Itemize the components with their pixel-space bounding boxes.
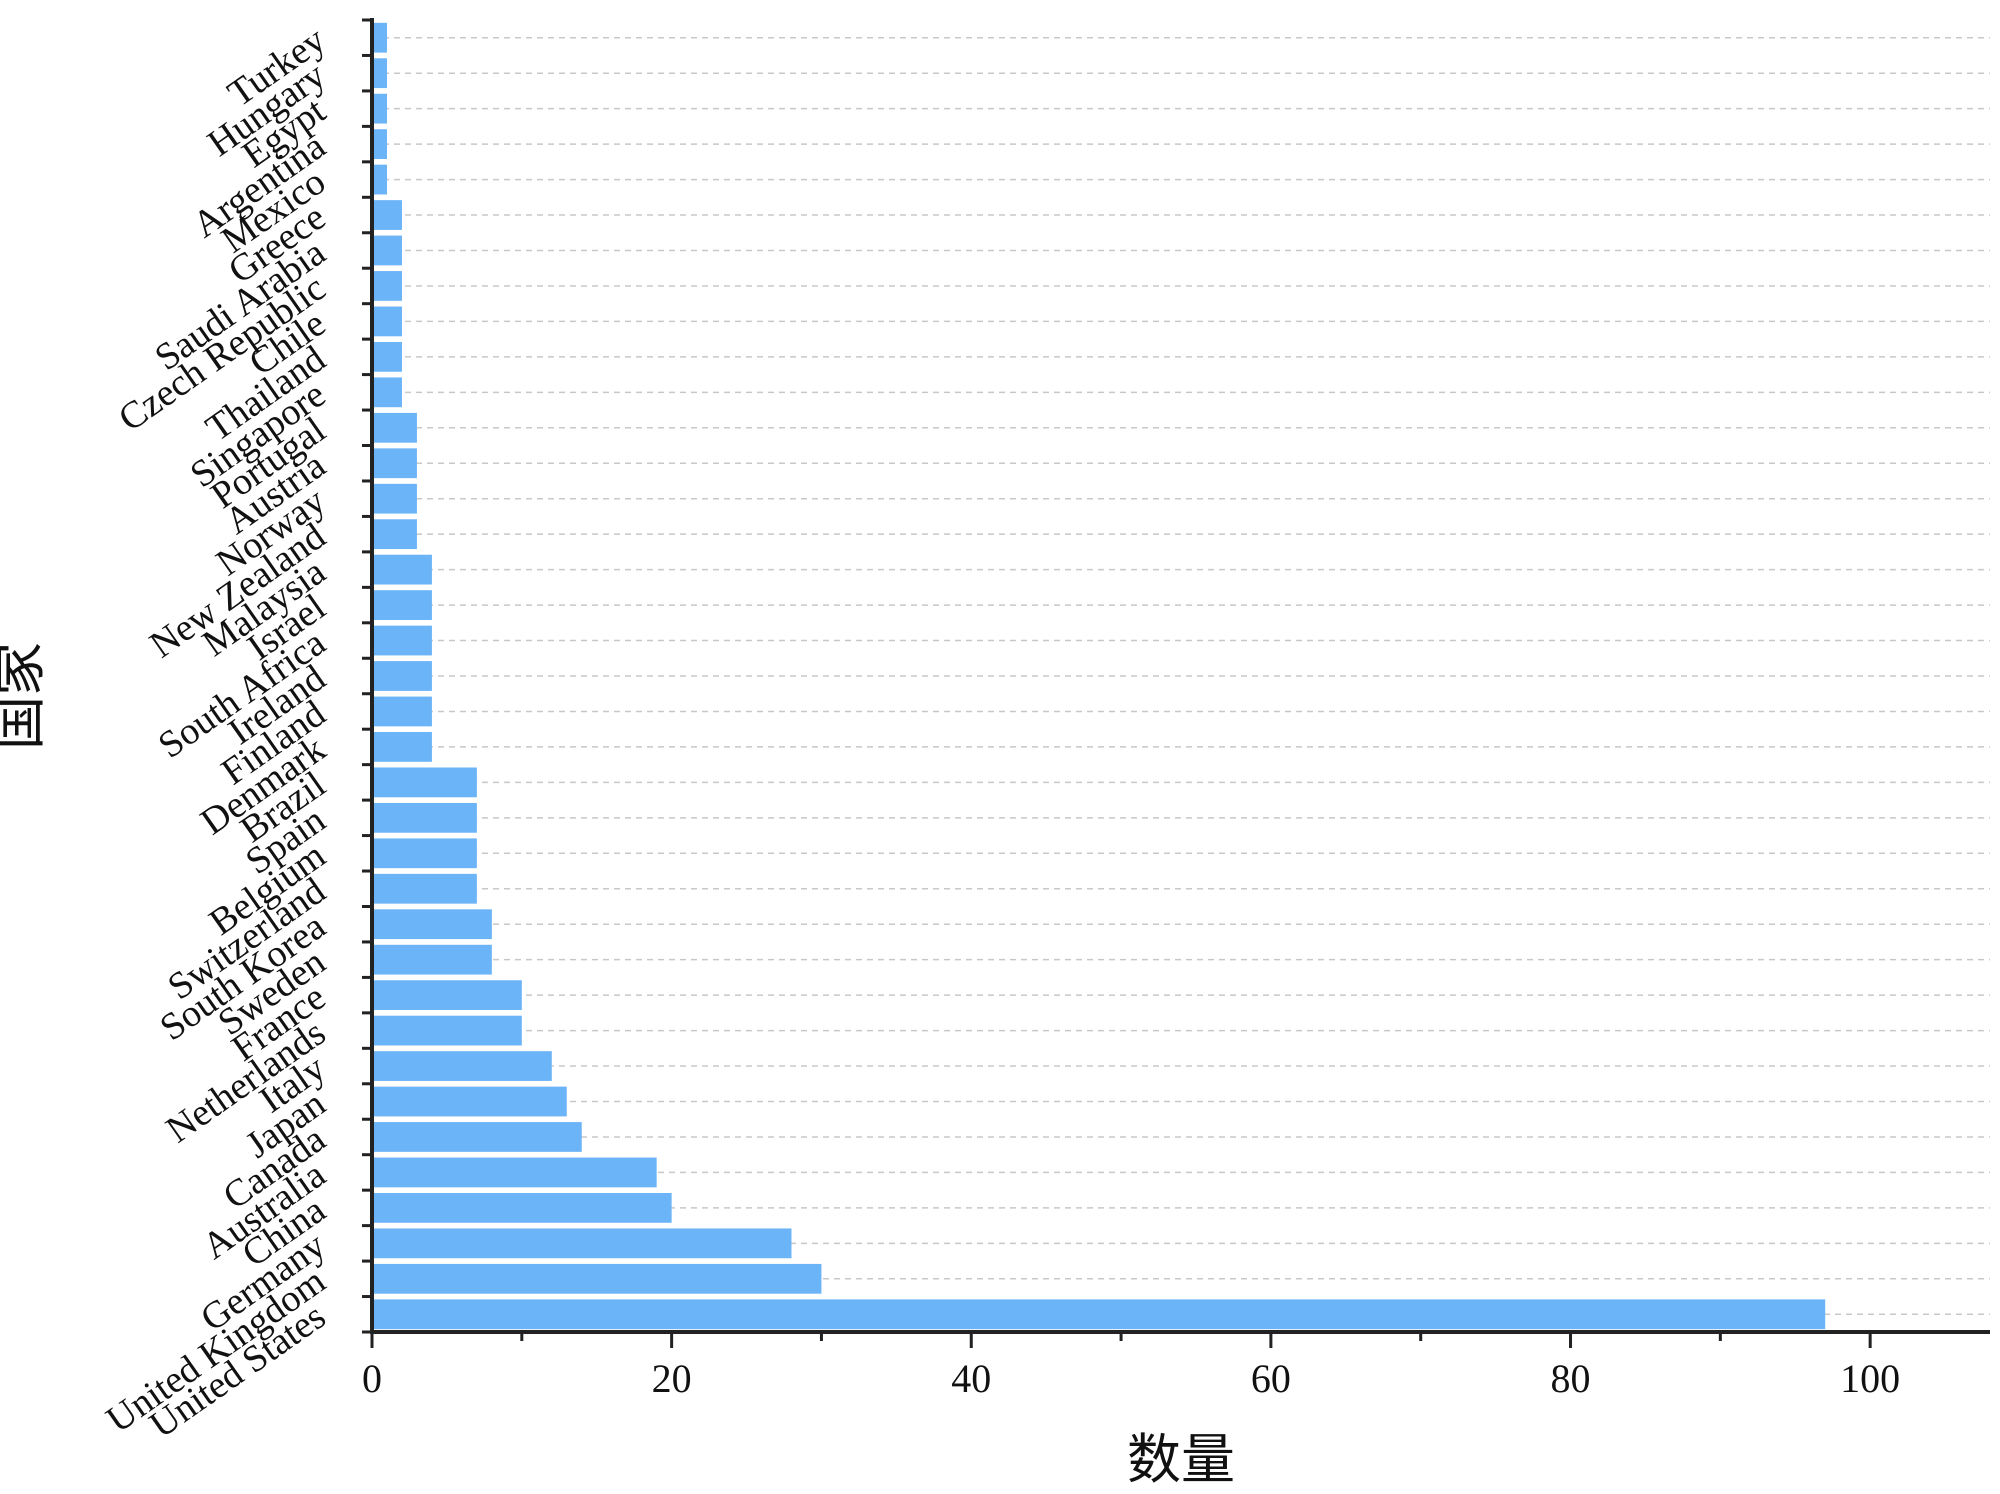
bar	[372, 164, 387, 195]
bar	[372, 980, 522, 1011]
bar	[372, 767, 477, 798]
bar	[372, 732, 432, 762]
bar	[372, 661, 432, 691]
bar	[372, 519, 417, 550]
bar	[372, 22, 387, 53]
bar	[372, 271, 402, 301]
grid-lines	[372, 36, 1990, 1316]
x-tick-label: 20	[652, 1356, 692, 1401]
x-tick-label: 40	[951, 1356, 991, 1401]
bar	[372, 625, 432, 656]
x-axis-title: 数量	[1127, 1430, 1235, 1490]
bar	[372, 696, 432, 727]
bar	[372, 1051, 552, 1081]
bar	[372, 838, 477, 869]
bar	[372, 1157, 657, 1188]
bar	[372, 944, 492, 975]
bar	[372, 93, 387, 124]
x-tick-labels: 0 20 40 60 80 100	[362, 1356, 1900, 1401]
bar	[372, 448, 417, 479]
bar	[372, 1228, 792, 1259]
bar	[372, 873, 477, 904]
bar	[372, 306, 402, 337]
bar	[372, 200, 402, 230]
bar	[372, 554, 432, 585]
x-tick-label: 100	[1840, 1356, 1900, 1401]
bar	[372, 1263, 822, 1294]
bar	[372, 341, 402, 372]
bar	[372, 1122, 582, 1152]
x-tick-label: 80	[1551, 1356, 1591, 1401]
bar	[372, 235, 402, 266]
bar	[372, 377, 402, 408]
bar	[372, 483, 417, 514]
bar	[372, 1299, 1826, 1330]
x-tick-label: 60	[1251, 1356, 1291, 1401]
y-axis-title: 国家	[0, 642, 50, 750]
bar	[372, 1015, 522, 1046]
bar	[372, 412, 417, 443]
bar	[372, 58, 387, 89]
bar	[372, 1086, 567, 1117]
axes	[362, 18, 1990, 1348]
bar	[372, 1192, 672, 1223]
bar	[372, 129, 387, 160]
bar	[372, 802, 477, 833]
bar	[372, 590, 432, 620]
bar	[372, 909, 492, 940]
bars	[372, 22, 1826, 1330]
x-tick-label: 0	[362, 1356, 382, 1401]
